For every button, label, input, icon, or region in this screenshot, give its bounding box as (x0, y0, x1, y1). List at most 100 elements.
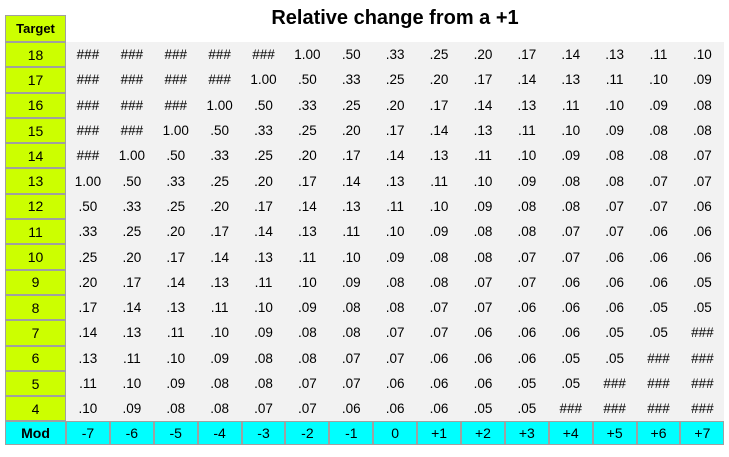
value-cell: .14 (461, 92, 505, 118)
value-cell: .14 (66, 320, 110, 346)
header-blank-cell (417, 15, 461, 42)
value-cell: .08 (548, 168, 593, 194)
value-cell: .07 (680, 168, 725, 194)
value-cell: .14 (285, 193, 330, 220)
value-cell: .20 (109, 244, 154, 270)
value-cell: .08 (636, 143, 681, 169)
value-cell: .08 (461, 219, 505, 245)
value-cell: .17 (417, 92, 462, 118)
value-cell: .06 (592, 269, 637, 295)
value-cell: .09 (109, 396, 154, 422)
value-cell: .09 (373, 244, 418, 270)
value-cell: ### (109, 117, 154, 144)
value-cell: .13 (109, 320, 154, 346)
value-cell: .06 (636, 269, 681, 295)
value-cell: .06 (417, 396, 462, 422)
value-cell: ### (66, 117, 110, 144)
value-cell: .06 (592, 294, 637, 321)
value-cell: .06 (329, 396, 374, 422)
value-cell: ### (197, 67, 242, 93)
value-cell: .10 (592, 92, 637, 118)
value-cell: .06 (636, 219, 681, 245)
header-blank-cell (637, 15, 681, 42)
value-cell: .06 (636, 244, 681, 270)
value-cell: .06 (504, 294, 549, 321)
value-cell: .11 (461, 143, 505, 169)
value-cell: ### (548, 396, 593, 422)
value-cell: 1.00 (66, 168, 110, 194)
value-cell: .10 (66, 396, 110, 422)
value-cell: .14 (109, 294, 154, 321)
header-blank-cell (680, 15, 724, 42)
value-cell: .05 (680, 294, 725, 321)
value-cell: ### (680, 396, 725, 422)
value-cell: .06 (373, 396, 418, 422)
value-cell: .20 (285, 143, 330, 169)
value-cell: .50 (285, 67, 330, 93)
value-cell: .20 (373, 92, 418, 118)
mod-cell: -7 (66, 421, 110, 446)
value-cell: .11 (241, 269, 286, 295)
value-cell: ### (109, 42, 154, 68)
value-cell: .07 (636, 168, 681, 194)
value-cell: .06 (548, 294, 593, 321)
value-cell: .07 (417, 294, 462, 321)
value-cell: .25 (373, 67, 418, 93)
value-cell: .13 (285, 219, 330, 245)
value-cell: .09 (636, 92, 681, 118)
value-cell: ### (153, 92, 198, 118)
value-cell: .14 (153, 269, 198, 295)
value-cell: .10 (285, 269, 330, 295)
value-cell: .08 (504, 219, 549, 245)
value-cell: .06 (592, 244, 637, 270)
value-cell: .08 (417, 244, 462, 270)
value-cell: .08 (241, 345, 286, 371)
value-cell: .07 (548, 244, 593, 270)
value-cell: .07 (592, 219, 637, 245)
value-cell: .25 (109, 219, 154, 245)
value-cell: .08 (592, 143, 637, 169)
value-cell: .09 (329, 269, 374, 295)
mod-cell: +6 (636, 421, 681, 446)
value-cell: .50 (241, 92, 286, 118)
value-cell: .09 (504, 168, 549, 194)
value-cell: .10 (548, 117, 593, 144)
value-cell: .08 (329, 320, 374, 346)
value-cell: .25 (197, 168, 242, 194)
value-cell: .50 (197, 117, 242, 144)
target-cell: 12 (5, 193, 66, 220)
mod-cell: -6 (109, 421, 154, 446)
mod-label: Mod (5, 421, 66, 446)
value-cell: .07 (504, 269, 549, 295)
value-cell: ### (197, 42, 242, 68)
value-cell: .09 (680, 67, 725, 93)
value-cell: .08 (548, 193, 593, 220)
value-cell: .13 (461, 117, 505, 144)
value-cell: .08 (197, 370, 242, 397)
value-cell: .25 (241, 143, 286, 169)
value-cell: .17 (153, 244, 198, 270)
target-cell: 8 (5, 294, 66, 321)
value-cell: .07 (592, 193, 637, 220)
value-cell: .09 (153, 370, 198, 397)
value-cell: .14 (417, 117, 462, 144)
value-cell: .06 (504, 320, 549, 346)
value-cell: .08 (153, 396, 198, 422)
mod-cell: +1 (417, 421, 462, 446)
value-cell: .13 (66, 345, 110, 371)
value-cell: ### (636, 370, 681, 397)
value-cell: .14 (504, 67, 549, 93)
value-cell: .08 (461, 244, 505, 270)
value-cell: .07 (461, 269, 505, 295)
value-cell: 1.00 (241, 67, 286, 93)
target-cell: 18 (5, 42, 66, 68)
value-cell: .10 (417, 193, 462, 220)
value-cell: .33 (197, 143, 242, 169)
value-cell: .08 (373, 269, 418, 295)
value-cell: .11 (636, 42, 681, 68)
value-cell: .08 (329, 294, 374, 321)
target-cell: 13 (5, 168, 66, 194)
value-cell: .25 (285, 117, 330, 144)
mod-cell: -3 (241, 421, 286, 446)
target-cell: 9 (5, 269, 66, 295)
